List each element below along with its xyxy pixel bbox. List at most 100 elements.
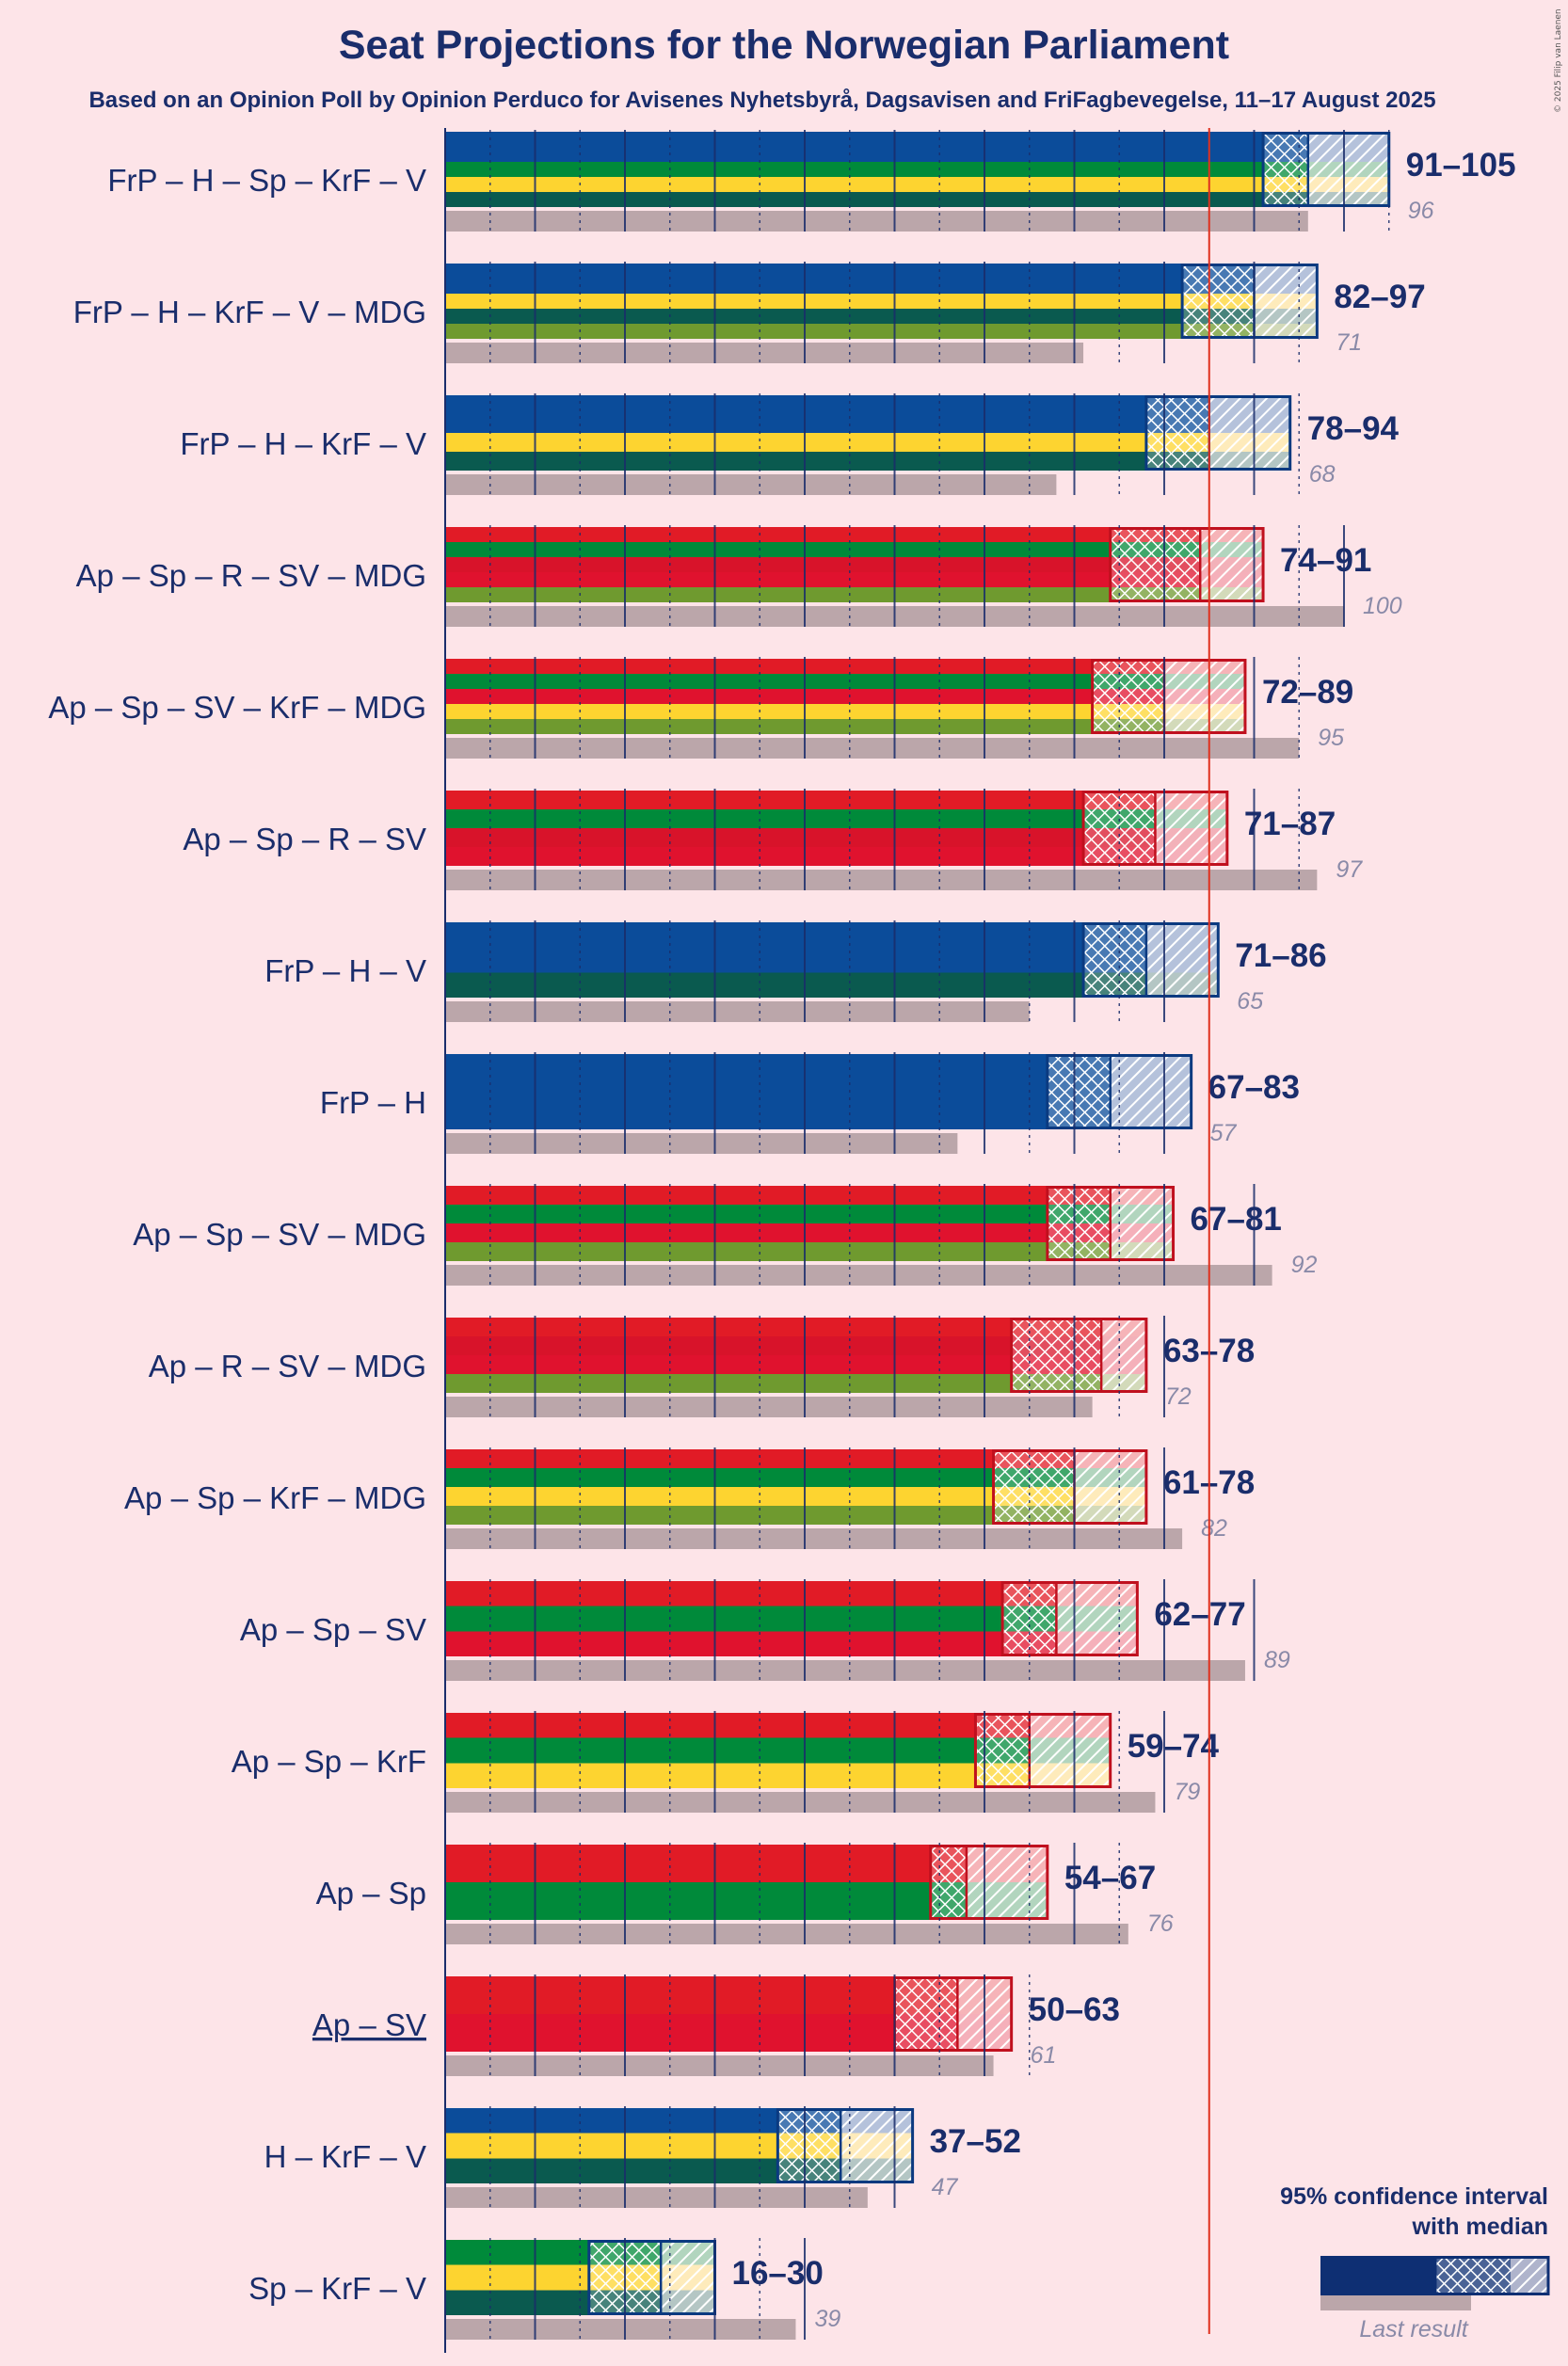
- ci-outline: [1010, 1318, 1148, 1393]
- coalition-row: Ap – Sp – SV – MDG 67–81 92: [133, 1184, 1318, 1286]
- coalition-row: Ap – Sp – R – SV – MDG 74–91 100: [76, 525, 1402, 627]
- range-label: 62–77: [1154, 1596, 1245, 1633]
- last-result-label: 79: [1174, 1779, 1200, 1805]
- ci-lower-hatch: [1083, 922, 1146, 998]
- range-label: 67–81: [1191, 1201, 1282, 1238]
- ci-lower-hatch: [1263, 132, 1308, 207]
- last-result-bar: [445, 2055, 994, 2076]
- last-result-bar: [445, 343, 1084, 363]
- ci-outline: [1180, 264, 1319, 339]
- ci-upper-hatch: [1155, 791, 1227, 866]
- ci-lower-hatch: [993, 1449, 1075, 1525]
- legend-title-line1: 95% confidence interval: [1280, 2183, 1548, 2210]
- last-result-label: 71: [1336, 329, 1362, 356]
- ci-outline: [973, 1713, 1112, 1788]
- ci-outline: [1144, 395, 1292, 471]
- legend-ci-lower-hatch: [1435, 2256, 1511, 2295]
- last-result-bar: [445, 2319, 796, 2340]
- coalition-row: FrP – H 67–83 57: [320, 1052, 1300, 1154]
- last-result-label: 68: [1309, 461, 1336, 488]
- coalition-row: FrP – H – KrF – V 78–94 68: [180, 393, 1400, 495]
- coalition-label: Ap – Sp – SV – KrF – MDG: [48, 690, 426, 725]
- ci-upper-hatch: [1145, 922, 1219, 998]
- last-result-label: 89: [1264, 1647, 1290, 1673]
- projection-bar: [445, 132, 1264, 207]
- coalition-label: Ap – Sp – SV: [240, 1612, 426, 1647]
- legend-solid-bar: [1320, 2256, 1435, 2295]
- last-result-bar: [445, 1528, 1183, 1549]
- range-label: 74–91: [1280, 542, 1371, 579]
- legend-title-line2: with median: [1412, 2214, 1548, 2240]
- range-label: 72–89: [1262, 674, 1353, 711]
- range-label: 82–97: [1334, 279, 1425, 315]
- coalition-label: FrP – H – KrF – V: [180, 426, 426, 461]
- last-result-label: 76: [1147, 1910, 1174, 1937]
- projection-bar: [445, 1318, 1012, 1393]
- coalition-row: Ap – Sp – KrF 59–74 79: [232, 1711, 1220, 1813]
- ci-outline: [1081, 922, 1220, 998]
- last-result-bar: [445, 1792, 1156, 1813]
- range-label: 59–74: [1128, 1728, 1220, 1765]
- coalition-label: FrP – H – V: [264, 953, 426, 988]
- ci-outline: [1109, 527, 1265, 602]
- projection-bar: [445, 2240, 589, 2315]
- ci-upper-hatch: [1029, 1713, 1111, 1788]
- legend-last-result: Last result: [1359, 2316, 1468, 2342]
- last-result-label: 97: [1336, 856, 1363, 883]
- ci-upper-hatch: [840, 2108, 913, 2183]
- range-label: 37–52: [930, 2123, 1021, 2160]
- projection-bar: [445, 1054, 1048, 1129]
- coalition-row: Ap – Sp – SV – KrF – MDG 72–89 95: [48, 657, 1353, 759]
- last-result-label: 100: [1363, 593, 1402, 619]
- ci-upper-hatch: [1254, 264, 1318, 339]
- last-result-bar: [445, 1001, 1030, 1022]
- projection-bar: [445, 659, 1093, 734]
- ci-lower-hatch: [777, 2108, 841, 2183]
- ci-lower-hatch: [1047, 1186, 1111, 1261]
- projection-bar: [445, 1186, 1048, 1261]
- chart-subtitle: Based on an Opinion Poll by Opinion Perd…: [88, 88, 1435, 113]
- coalition-label: Ap – Sp: [316, 1876, 426, 1910]
- last-result-label: 57: [1210, 1120, 1238, 1146]
- coalition-label: FrP – H – KrF – V – MDG: [73, 295, 426, 329]
- coalition-row: Ap – Sp – SV 62–77 89: [240, 1579, 1290, 1681]
- ci-lower-hatch: [1182, 264, 1255, 339]
- coalition-label: Ap – Sp – R – SV – MDG: [76, 558, 426, 593]
- last-result-bar: [445, 474, 1057, 495]
- ci-upper-hatch: [661, 2240, 715, 2315]
- ci-outline: [776, 2108, 915, 2183]
- last-result-bar: [445, 1660, 1245, 1681]
- coalition-label: Ap – Sp – SV – MDG: [133, 1217, 426, 1252]
- projection-bar: [445, 1581, 1003, 1656]
- projection-bar: [445, 264, 1183, 339]
- last-result-label: 92: [1291, 1252, 1318, 1278]
- coalition-row: Sp – KrF – V 16–30 39: [248, 2238, 840, 2340]
- coalition-row: FrP – H – V 71–86 65: [264, 920, 1327, 1022]
- legend: 95% confidence interval with median Last…: [1280, 2183, 1550, 2342]
- last-result-bar: [445, 211, 1308, 232]
- coalition-label: Ap – Sp – R – SV: [183, 822, 426, 856]
- legend-last-result-bar: [1320, 2294, 1471, 2310]
- coalition-row: H – KrF – V 37–52 47: [264, 2106, 1021, 2208]
- last-result-label: 95: [1318, 725, 1344, 751]
- legend-ci-outline: [1433, 2256, 1550, 2295]
- ci-upper-hatch: [1200, 527, 1264, 602]
- ci-outline: [929, 1845, 1049, 1920]
- range-label: 71–87: [1244, 806, 1336, 842]
- ci-lower-hatch: [1110, 527, 1201, 602]
- coalition-label: Ap – R – SV – MDG: [149, 1349, 426, 1383]
- last-result-bar: [445, 2187, 868, 2208]
- last-result-bar: [445, 1133, 958, 1154]
- coalition-row: Ap – Sp 54–67 76: [316, 1843, 1174, 1944]
- range-label: 78–94: [1307, 410, 1400, 447]
- ci-lower-hatch: [1047, 1054, 1111, 1129]
- last-result-label: 72: [1165, 1383, 1192, 1410]
- ci-upper-hatch: [1164, 659, 1245, 734]
- coalition-label: Sp – KrF – V: [248, 2271, 426, 2306]
- projection-bar: [445, 922, 1084, 998]
- ci-lower-hatch: [1145, 395, 1209, 471]
